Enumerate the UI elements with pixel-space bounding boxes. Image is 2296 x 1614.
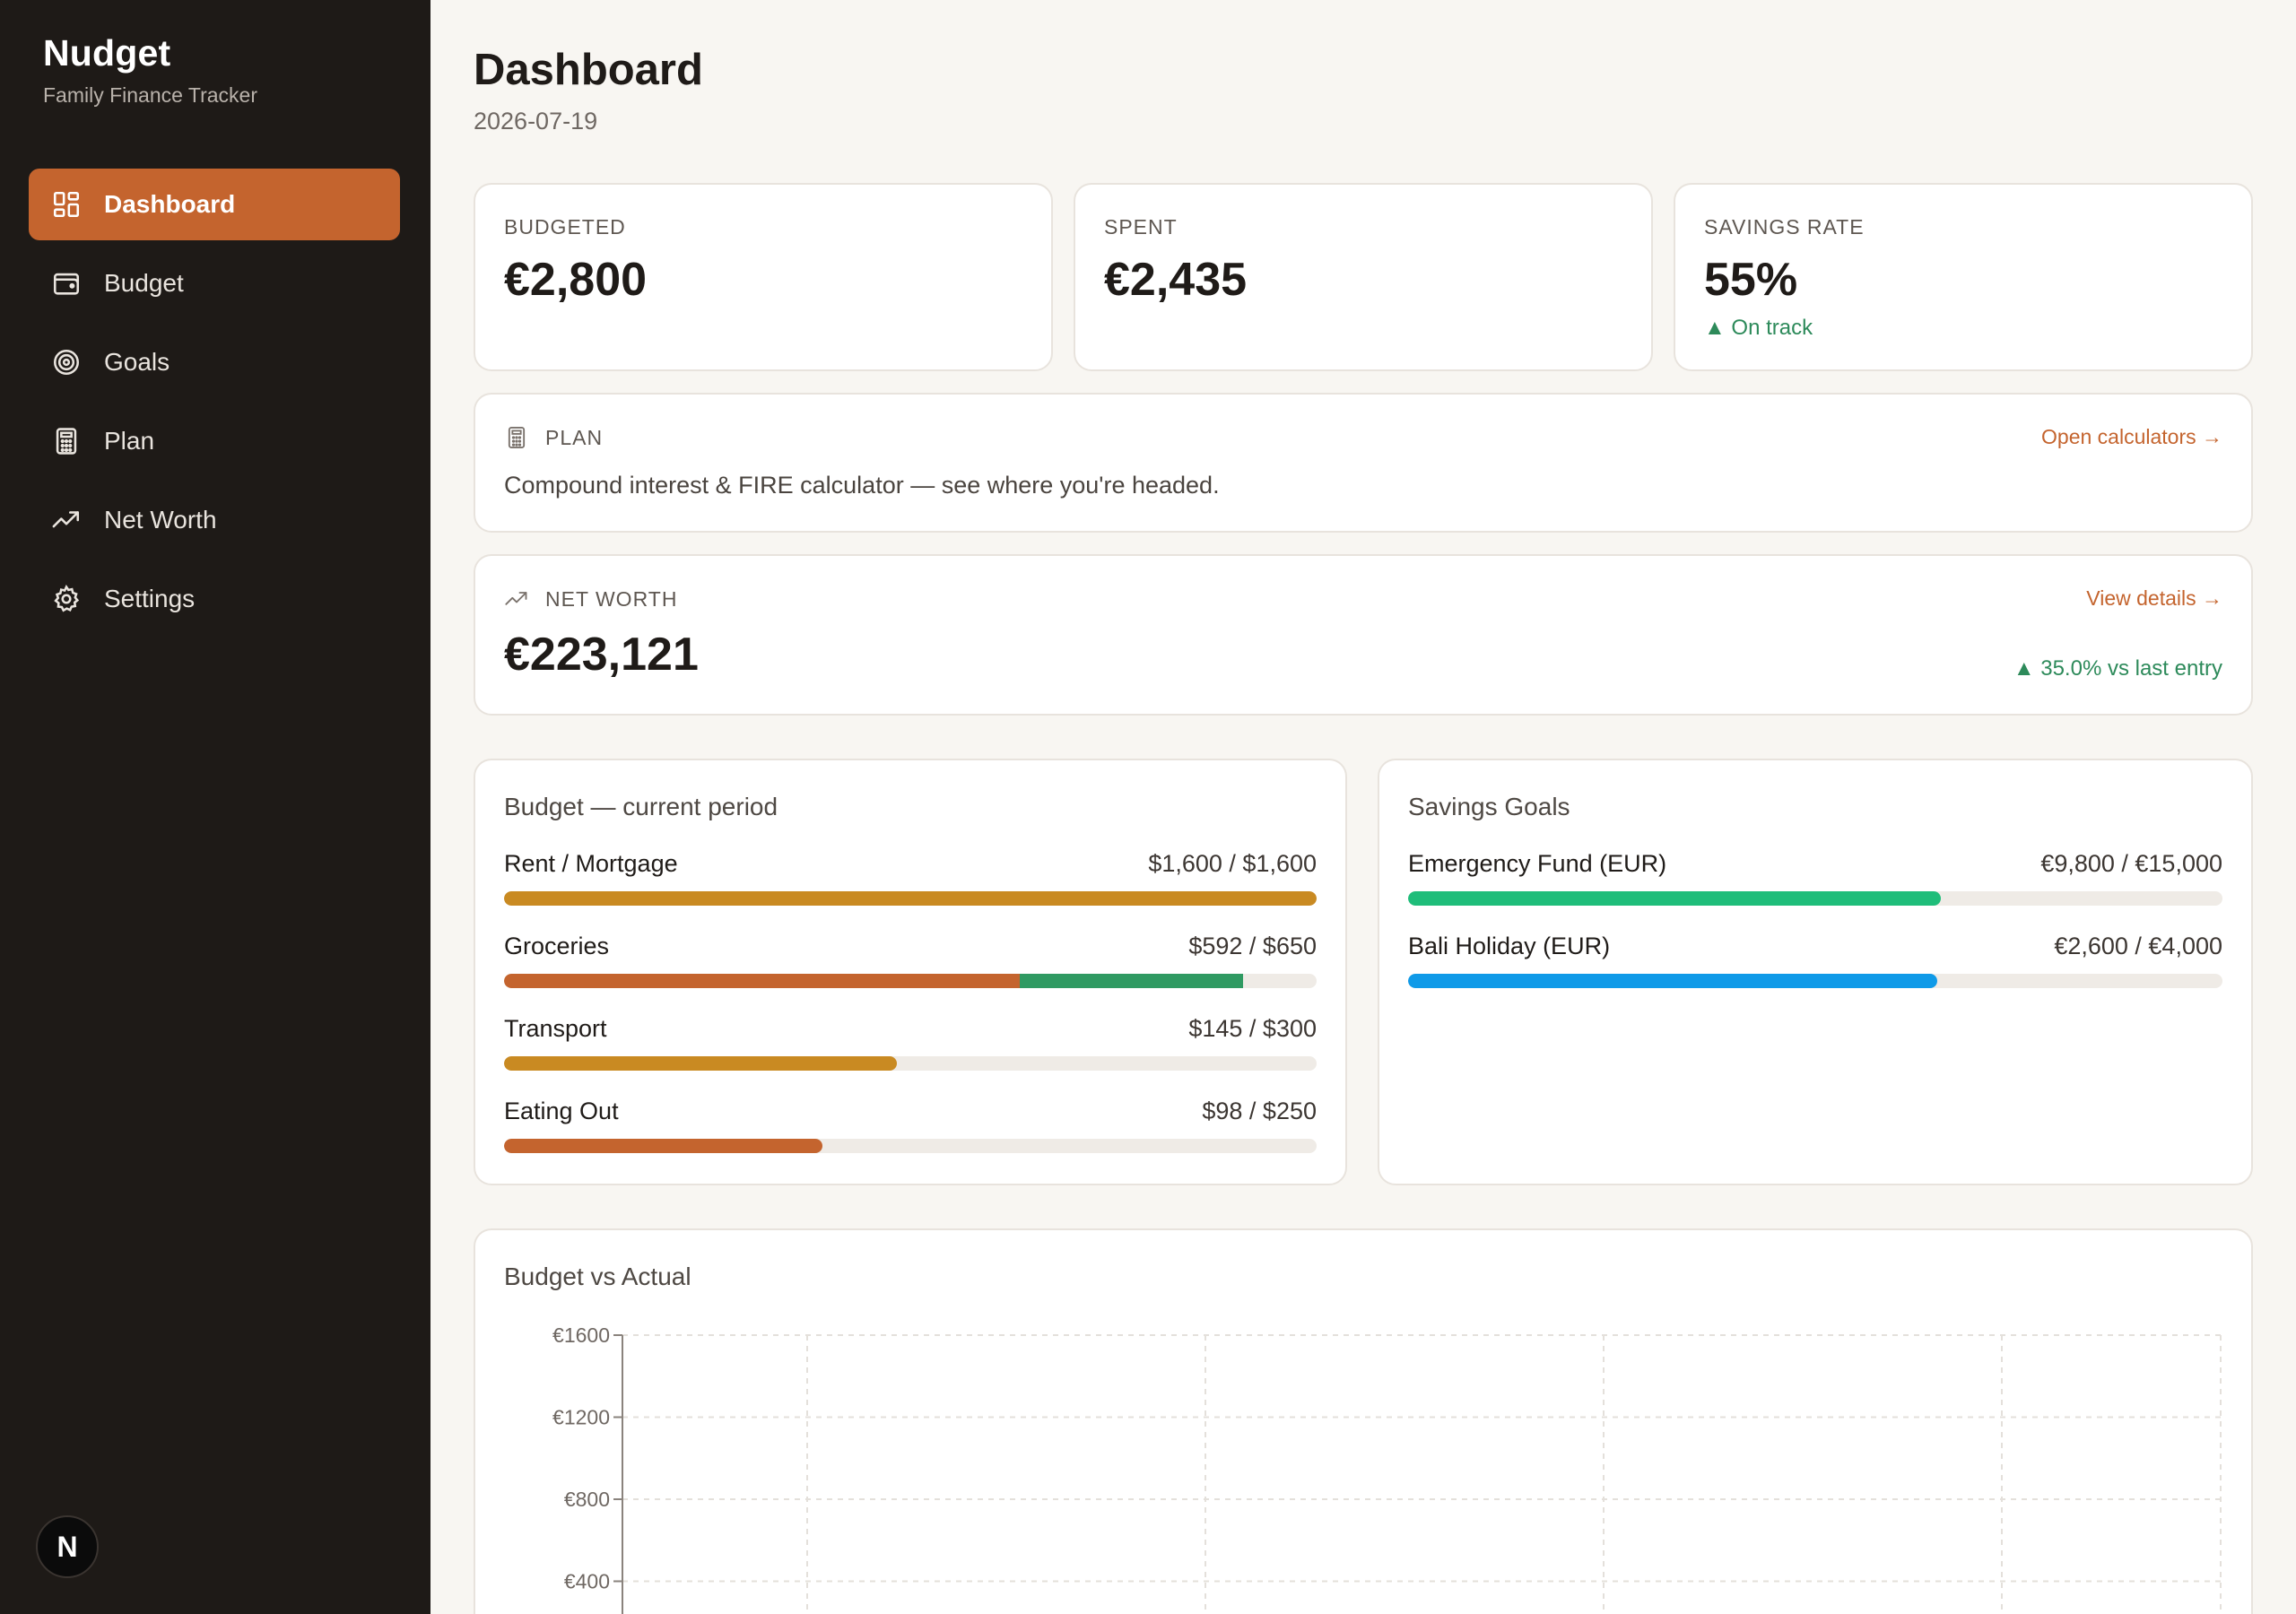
y-tick-label: €400 [564,1570,610,1593]
stat-value: €2,800 [504,254,648,306]
stat-card-spent: SPENT €2,435 [1074,183,1653,371]
wallet-icon [50,267,83,299]
budget-category-name: Transport [504,1015,607,1042]
dashboard-grid-icon [50,188,83,221]
progress-fill [504,891,1317,906]
sidebar-item-label: Net Worth [104,506,217,534]
sidebar-item-net-worth[interactable]: Net Worth [29,484,400,556]
budget-row[interactable]: Transport $145 / $300 [504,1015,1317,1078]
goal-row[interactable]: Bali Holiday (EUR) €2,600 / €4,000 [1408,933,2222,995]
sidebar: Nudget Family Finance Tracker Dashboard … [0,0,430,1614]
sidebar-item-goals[interactable]: Goals [29,326,400,398]
plan-description: Compound interest & FIRE calculator — se… [504,472,1220,499]
trending-up-icon [50,504,83,536]
progress-fill [1408,891,1941,906]
progress-fill [504,1056,897,1071]
progress-track [1408,891,2222,906]
budget-category-value: $592 / $650 [1188,933,1317,959]
stat-label: SPENT [1104,215,1178,239]
budget-category-value: $145 / $300 [1188,1015,1317,1042]
sidebar-item-dashboard[interactable]: Dashboard [29,169,400,240]
progress-fill [504,1139,823,1153]
status-badge: ▲ On track [1704,316,1813,340]
plan-header: PLAN [504,425,603,450]
panel-title: Budget — current period [504,793,778,820]
trending-up-icon [505,592,527,605]
progress-fill [1408,974,1938,988]
budget-row[interactable]: Rent / Mortgage $1,600 / $1,600 [504,850,1317,913]
sidebar-item-label: Budget [104,269,184,297]
goal-name: Bali Holiday (EUR) [1408,933,1611,959]
sidebar-item-label: Dashboard [104,190,236,218]
stat-label: BUDGETED [504,215,626,239]
budget-category-name: Rent / Mortgage [504,850,678,877]
progress-track [1408,974,2222,988]
y-tick-label: €1600 [552,1323,610,1347]
stat-value: 55% [1704,254,1798,306]
page-date: 2026-07-19 [474,108,598,134]
stat-label: SAVINGS RATE [1704,215,1865,239]
app-name: Nudget [43,32,171,74]
progress-track [504,891,1317,906]
stat-card-savings-rate: SAVINGS RATE 55% ▲ On track [1674,183,2253,371]
budget-panel: Budget — current period Rent / Mortgage … [474,759,1347,1185]
section-label: PLAN [545,425,604,449]
goal-name: Emergency Fund (EUR) [1408,850,1667,877]
chart-canvas: €1600 €1200 €800 €400 [552,1323,2224,1614]
brand: Nudget Family Finance Tracker [43,32,257,108]
page-title: Dashboard [474,46,703,94]
progress-track [504,1139,1317,1153]
budget-row[interactable]: Eating Out $98 / $250 [504,1098,1317,1160]
calculator-icon [50,425,83,457]
budget-vs-actual-chart: Budget vs Actual €1600 €1200 €800 €400 [474,1228,2253,1614]
panel-title: Savings Goals [1408,793,1570,820]
section-label: NET WORTH [545,586,678,611]
progress-fill [504,974,1021,988]
goal-row[interactable]: Emergency Fund (EUR) €9,800 / €15,000 [1408,850,2222,913]
progress-track [504,974,1317,988]
net-worth-change: ▲ 35.0% vs last entry [2013,656,2222,681]
sidebar-item-label: Goals [104,348,170,376]
calculator-icon [508,426,526,449]
open-calculators-link[interactable]: Open calculators → [2041,425,2222,448]
user-avatar[interactable]: N [36,1515,99,1578]
net-worth-value: €223,121 [504,629,699,681]
target-icon [50,346,83,378]
sidebar-nav: Dashboard Budget Goals Plan Net Worth [29,169,400,642]
budget-category-name: Eating Out [504,1098,619,1124]
sidebar-item-budget[interactable]: Budget [29,247,400,319]
stat-card-budgeted: BUDGETED €2,800 [474,183,1053,371]
main-content: Dashboard 2026-07-19 BUDGETED €2,800 SPE… [430,0,2296,1614]
budget-category-value: $98 / $250 [1202,1098,1317,1124]
progress-track [504,1056,1317,1071]
sidebar-item-label: Settings [104,585,196,612]
sidebar-item-plan[interactable]: Plan [29,405,400,477]
budget-row[interactable]: Groceries $592 / $650 [504,933,1317,995]
goal-value: €2,600 / €4,000 [2054,933,2222,959]
app-subtitle: Family Finance Tracker [43,83,258,107]
net-worth-header: NET WORTH [504,586,677,612]
y-tick-label: €1200 [552,1406,610,1429]
stat-value: €2,435 [1104,254,1248,306]
view-details-link[interactable]: View details → [2086,586,2222,610]
plan-card: PLAN Open calculators → Compound interes… [474,393,2253,533]
sidebar-item-label: Plan [104,427,155,455]
budget-category-name: Groceries [504,933,610,959]
y-tick-label: €800 [564,1488,610,1511]
progress-fill-extra [1020,974,1244,988]
net-worth-card: NET WORTH View details → €223,121 ▲ 35.0… [474,554,2253,716]
savings-goals-panel: Savings Goals Emergency Fund (EUR) €9,80… [1378,759,2253,1185]
goal-value: €9,800 / €15,000 [2040,850,2222,877]
sidebar-item-settings[interactable]: Settings [29,563,400,635]
budget-category-value: $1,600 / $1,600 [1148,850,1317,877]
gear-icon [50,583,83,615]
chart-title: Budget vs Actual [504,1263,691,1290]
